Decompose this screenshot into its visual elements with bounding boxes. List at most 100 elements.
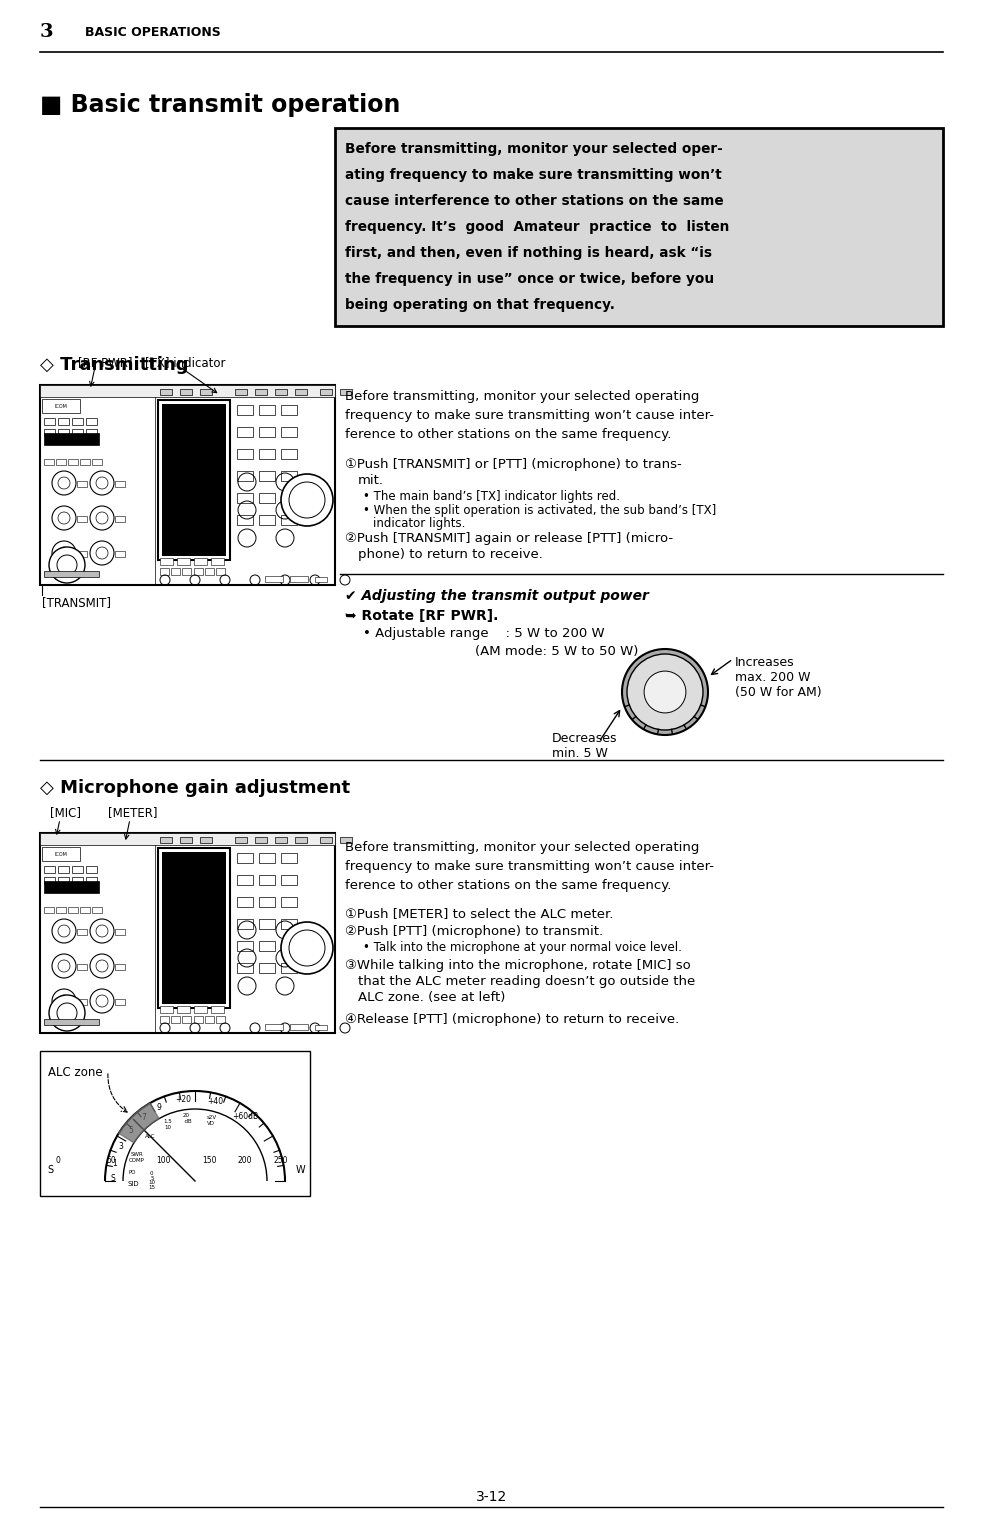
Text: ②Push [TRANSMIT] again or release [PTT] (micro-: ②Push [TRANSMIT] again or release [PTT] … [345,532,673,545]
Bar [92,907,102,913]
Bar [205,567,214,575]
Bar [68,460,78,466]
Bar [259,493,275,504]
Text: 250: 250 [274,1156,288,1165]
Bar [158,848,230,1007]
Circle shape [49,548,85,583]
Bar [259,941,275,951]
Bar [259,963,275,972]
Text: 1: 1 [112,1159,117,1168]
Bar [281,493,297,504]
Bar [281,875,297,884]
Bar [211,558,224,564]
Circle shape [627,654,703,730]
Text: the frequency in use” once or twice, before you: the frequency in use” once or twice, bef… [345,272,714,287]
Text: cause interference to other stations on the same: cause interference to other stations on … [345,194,723,208]
Text: ICOM: ICOM [55,404,68,408]
Text: ③While talking into the microphone, rotate [MIC] so: ③While talking into the microphone, rota… [345,959,691,972]
Bar [205,1016,214,1022]
Bar [44,432,99,444]
Bar [259,919,275,928]
Bar [58,419,69,425]
Bar [255,837,267,843]
Bar [281,449,297,460]
Bar [72,429,83,435]
Bar [320,837,332,843]
Bar [77,928,87,934]
Text: 20
  dB: 20 dB [181,1113,192,1124]
Bar [160,1016,169,1022]
Bar [281,426,297,437]
Bar [237,963,253,972]
Bar [86,877,97,884]
Text: ating frequency to make sure transmitting won’t: ating frequency to make sure transmittin… [345,168,722,182]
Text: ②Push [PTT] (microphone) to transmit.: ②Push [PTT] (microphone) to transmit. [345,925,604,938]
Text: phone) to return to receive.: phone) to return to receive. [358,548,543,561]
Text: being operating on that frequency.: being operating on that frequency. [345,297,615,313]
Bar [237,919,253,928]
Bar [259,405,275,416]
Text: ✔ Adjusting the transmit output power: ✔ Adjusting the transmit output power [345,589,649,602]
Text: +20: +20 [176,1095,192,1104]
Bar [281,470,297,481]
Bar [72,866,83,872]
Text: ◇ Microphone gain adjustment: ◇ Microphone gain adjustment [40,780,350,796]
Bar [182,1016,191,1022]
Text: • Talk into the microphone at your normal voice level.: • Talk into the microphone at your norma… [363,941,682,954]
Bar [180,388,192,394]
Bar [177,1006,190,1013]
Bar [216,567,225,575]
Bar [40,833,335,845]
Text: ALC zone. (see at left): ALC zone. (see at left) [358,991,505,1004]
Bar [44,877,55,884]
Bar [290,1024,308,1030]
Text: • When the split operation is activated, the sub band’s [TX]: • When the split operation is activated,… [363,504,717,517]
Text: 200: 200 [238,1156,253,1165]
Bar [42,399,80,413]
Bar [162,853,226,1004]
Bar [160,388,172,394]
Text: Before transmitting, monitor your selected operating
frequency to make sure tran: Before transmitting, monitor your select… [345,390,714,441]
Bar [211,1006,224,1013]
Bar [295,837,307,843]
Bar [315,1025,327,1030]
Text: 0: 0 [56,1156,60,1165]
Bar [160,567,169,575]
Bar [115,516,125,522]
Bar [290,576,308,583]
Bar [56,460,66,466]
Bar [237,405,253,416]
Bar [58,429,69,435]
Text: that the ALC meter reading doesn’t go outside the: that the ALC meter reading doesn’t go ou… [358,975,695,988]
Bar [255,388,267,394]
Bar [237,493,253,504]
Text: 1.5
10: 1.5 10 [163,1120,172,1130]
Circle shape [281,473,333,526]
Text: S: S [111,1174,115,1183]
Text: 50: 50 [106,1156,116,1165]
Bar [237,449,253,460]
Bar [281,963,297,972]
Bar [44,866,55,872]
Bar [77,516,87,522]
Circle shape [49,995,85,1032]
Text: SWR
COMP: SWR COMP [129,1151,145,1164]
Text: ➥ Rotate [RF PWR].: ➥ Rotate [RF PWR]. [345,608,498,623]
Bar [86,419,97,425]
Text: PO: PO [129,1170,137,1174]
Text: first, and then, even if nothing is heard, ask “is: first, and then, even if nothing is hear… [345,246,712,259]
Bar [171,567,180,575]
Text: Before transmitting, monitor your selected oper-: Before transmitting, monitor your select… [345,143,723,156]
Text: Increases
max. 200 W
(50 W for AM): Increases max. 200 W (50 W for AM) [735,655,822,699]
Bar [42,846,80,862]
Text: 7: 7 [141,1113,145,1121]
Bar [237,514,253,525]
Bar [259,449,275,460]
Bar [80,460,90,466]
Text: 3-12: 3-12 [476,1490,507,1503]
Text: BASIC OPERATIONS: BASIC OPERATIONS [85,26,221,38]
Text: s2V
VD: s2V VD [206,1115,216,1126]
Bar [281,941,297,951]
Text: S: S [47,1165,53,1176]
Bar [194,558,207,564]
